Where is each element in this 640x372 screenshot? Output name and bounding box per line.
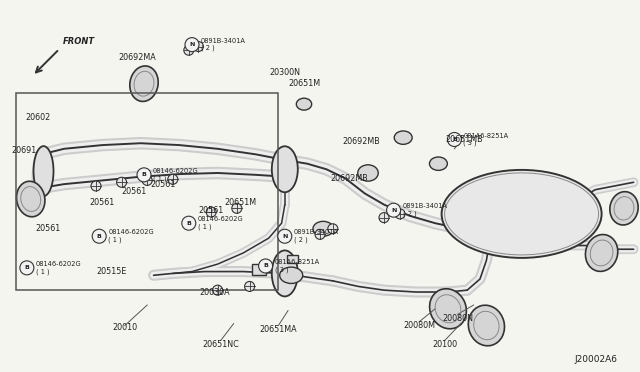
Text: 08146-6202G
( 1 ): 08146-6202G ( 1 ) <box>153 168 198 182</box>
Text: 20561: 20561 <box>150 180 176 189</box>
Circle shape <box>447 132 461 147</box>
Text: 20515E: 20515E <box>97 267 127 276</box>
Ellipse shape <box>586 234 618 272</box>
Circle shape <box>278 229 292 243</box>
Ellipse shape <box>272 250 298 296</box>
Ellipse shape <box>358 165 378 181</box>
Text: 20651MA: 20651MA <box>260 325 297 334</box>
Text: 20100: 20100 <box>432 340 458 349</box>
Ellipse shape <box>17 181 45 217</box>
Ellipse shape <box>280 267 303 283</box>
Circle shape <box>395 209 405 219</box>
Bar <box>252 264 266 275</box>
Circle shape <box>206 207 216 217</box>
Text: 0891B-3401A
( 2 ): 0891B-3401A ( 2 ) <box>201 38 246 51</box>
Circle shape <box>259 259 273 273</box>
Ellipse shape <box>468 305 504 346</box>
Text: 20651NC: 20651NC <box>202 340 239 349</box>
Circle shape <box>185 38 199 52</box>
Text: B: B <box>263 263 268 269</box>
Circle shape <box>315 230 325 239</box>
Text: 0891B-3401A
( 2 ): 0891B-3401A ( 2 ) <box>294 230 339 243</box>
Text: 08146-6202G
( 1 ): 08146-6202G ( 1 ) <box>36 261 81 275</box>
Text: 20030A: 20030A <box>199 288 230 296</box>
Text: 20692MB: 20692MB <box>343 137 380 146</box>
Circle shape <box>137 168 151 182</box>
Text: 08146-6202G
( 1 ): 08146-6202G ( 1 ) <box>108 230 154 243</box>
Text: 20691: 20691 <box>12 146 37 155</box>
Circle shape <box>379 213 389 222</box>
Circle shape <box>91 181 101 191</box>
Circle shape <box>116 177 127 187</box>
Text: B: B <box>186 221 191 226</box>
Circle shape <box>193 42 204 51</box>
Text: 0891B-3401A
( 2 ): 0891B-3401A ( 2 ) <box>403 203 447 217</box>
Text: 20602: 20602 <box>26 113 51 122</box>
Text: 20651MB: 20651MB <box>445 135 483 144</box>
Text: 20300N: 20300N <box>269 68 300 77</box>
Ellipse shape <box>429 157 447 170</box>
Bar <box>16 93 278 290</box>
Circle shape <box>182 216 196 230</box>
Ellipse shape <box>394 131 412 144</box>
Ellipse shape <box>610 192 638 225</box>
Circle shape <box>20 261 34 275</box>
Text: B: B <box>24 265 29 270</box>
Bar <box>287 255 298 263</box>
Text: J20002A6: J20002A6 <box>575 355 618 364</box>
Circle shape <box>244 282 255 291</box>
Text: N: N <box>391 208 396 213</box>
Ellipse shape <box>33 146 54 196</box>
Text: 20080M: 20080M <box>403 321 435 330</box>
Text: 08146-6202G
( 1 ): 08146-6202G ( 1 ) <box>198 217 243 230</box>
Text: FRONT: FRONT <box>63 37 95 46</box>
Text: 20651M: 20651M <box>224 198 256 207</box>
Circle shape <box>212 285 223 295</box>
Circle shape <box>142 176 152 185</box>
Text: 20692MB: 20692MB <box>330 174 367 183</box>
Ellipse shape <box>313 221 333 236</box>
Text: B: B <box>97 234 102 239</box>
Ellipse shape <box>272 146 298 192</box>
Circle shape <box>184 45 194 55</box>
Text: 20561: 20561 <box>90 198 115 207</box>
Text: 081A6-8251A
( 3 ): 081A6-8251A ( 3 ) <box>463 133 509 146</box>
Ellipse shape <box>296 98 312 110</box>
Circle shape <box>328 224 338 234</box>
Ellipse shape <box>442 170 602 258</box>
Text: 20651M: 20651M <box>288 79 320 88</box>
Circle shape <box>232 203 242 213</box>
Text: 20561: 20561 <box>198 206 224 215</box>
Text: 20080N: 20080N <box>442 314 473 323</box>
Circle shape <box>387 203 401 217</box>
Text: 20561: 20561 <box>35 224 61 233</box>
Ellipse shape <box>130 66 158 102</box>
Text: 20692MA: 20692MA <box>119 53 156 62</box>
Ellipse shape <box>429 289 467 329</box>
Text: B: B <box>141 172 147 177</box>
Circle shape <box>92 229 106 243</box>
Circle shape <box>168 174 178 184</box>
Text: 20561: 20561 <box>122 187 147 196</box>
Text: 081A6-8251A
( 3 ): 081A6-8251A ( 3 ) <box>275 259 320 273</box>
Text: B: B <box>452 137 457 142</box>
Text: N: N <box>189 42 195 47</box>
Text: N: N <box>282 234 287 239</box>
Text: 20010: 20010 <box>112 323 138 332</box>
